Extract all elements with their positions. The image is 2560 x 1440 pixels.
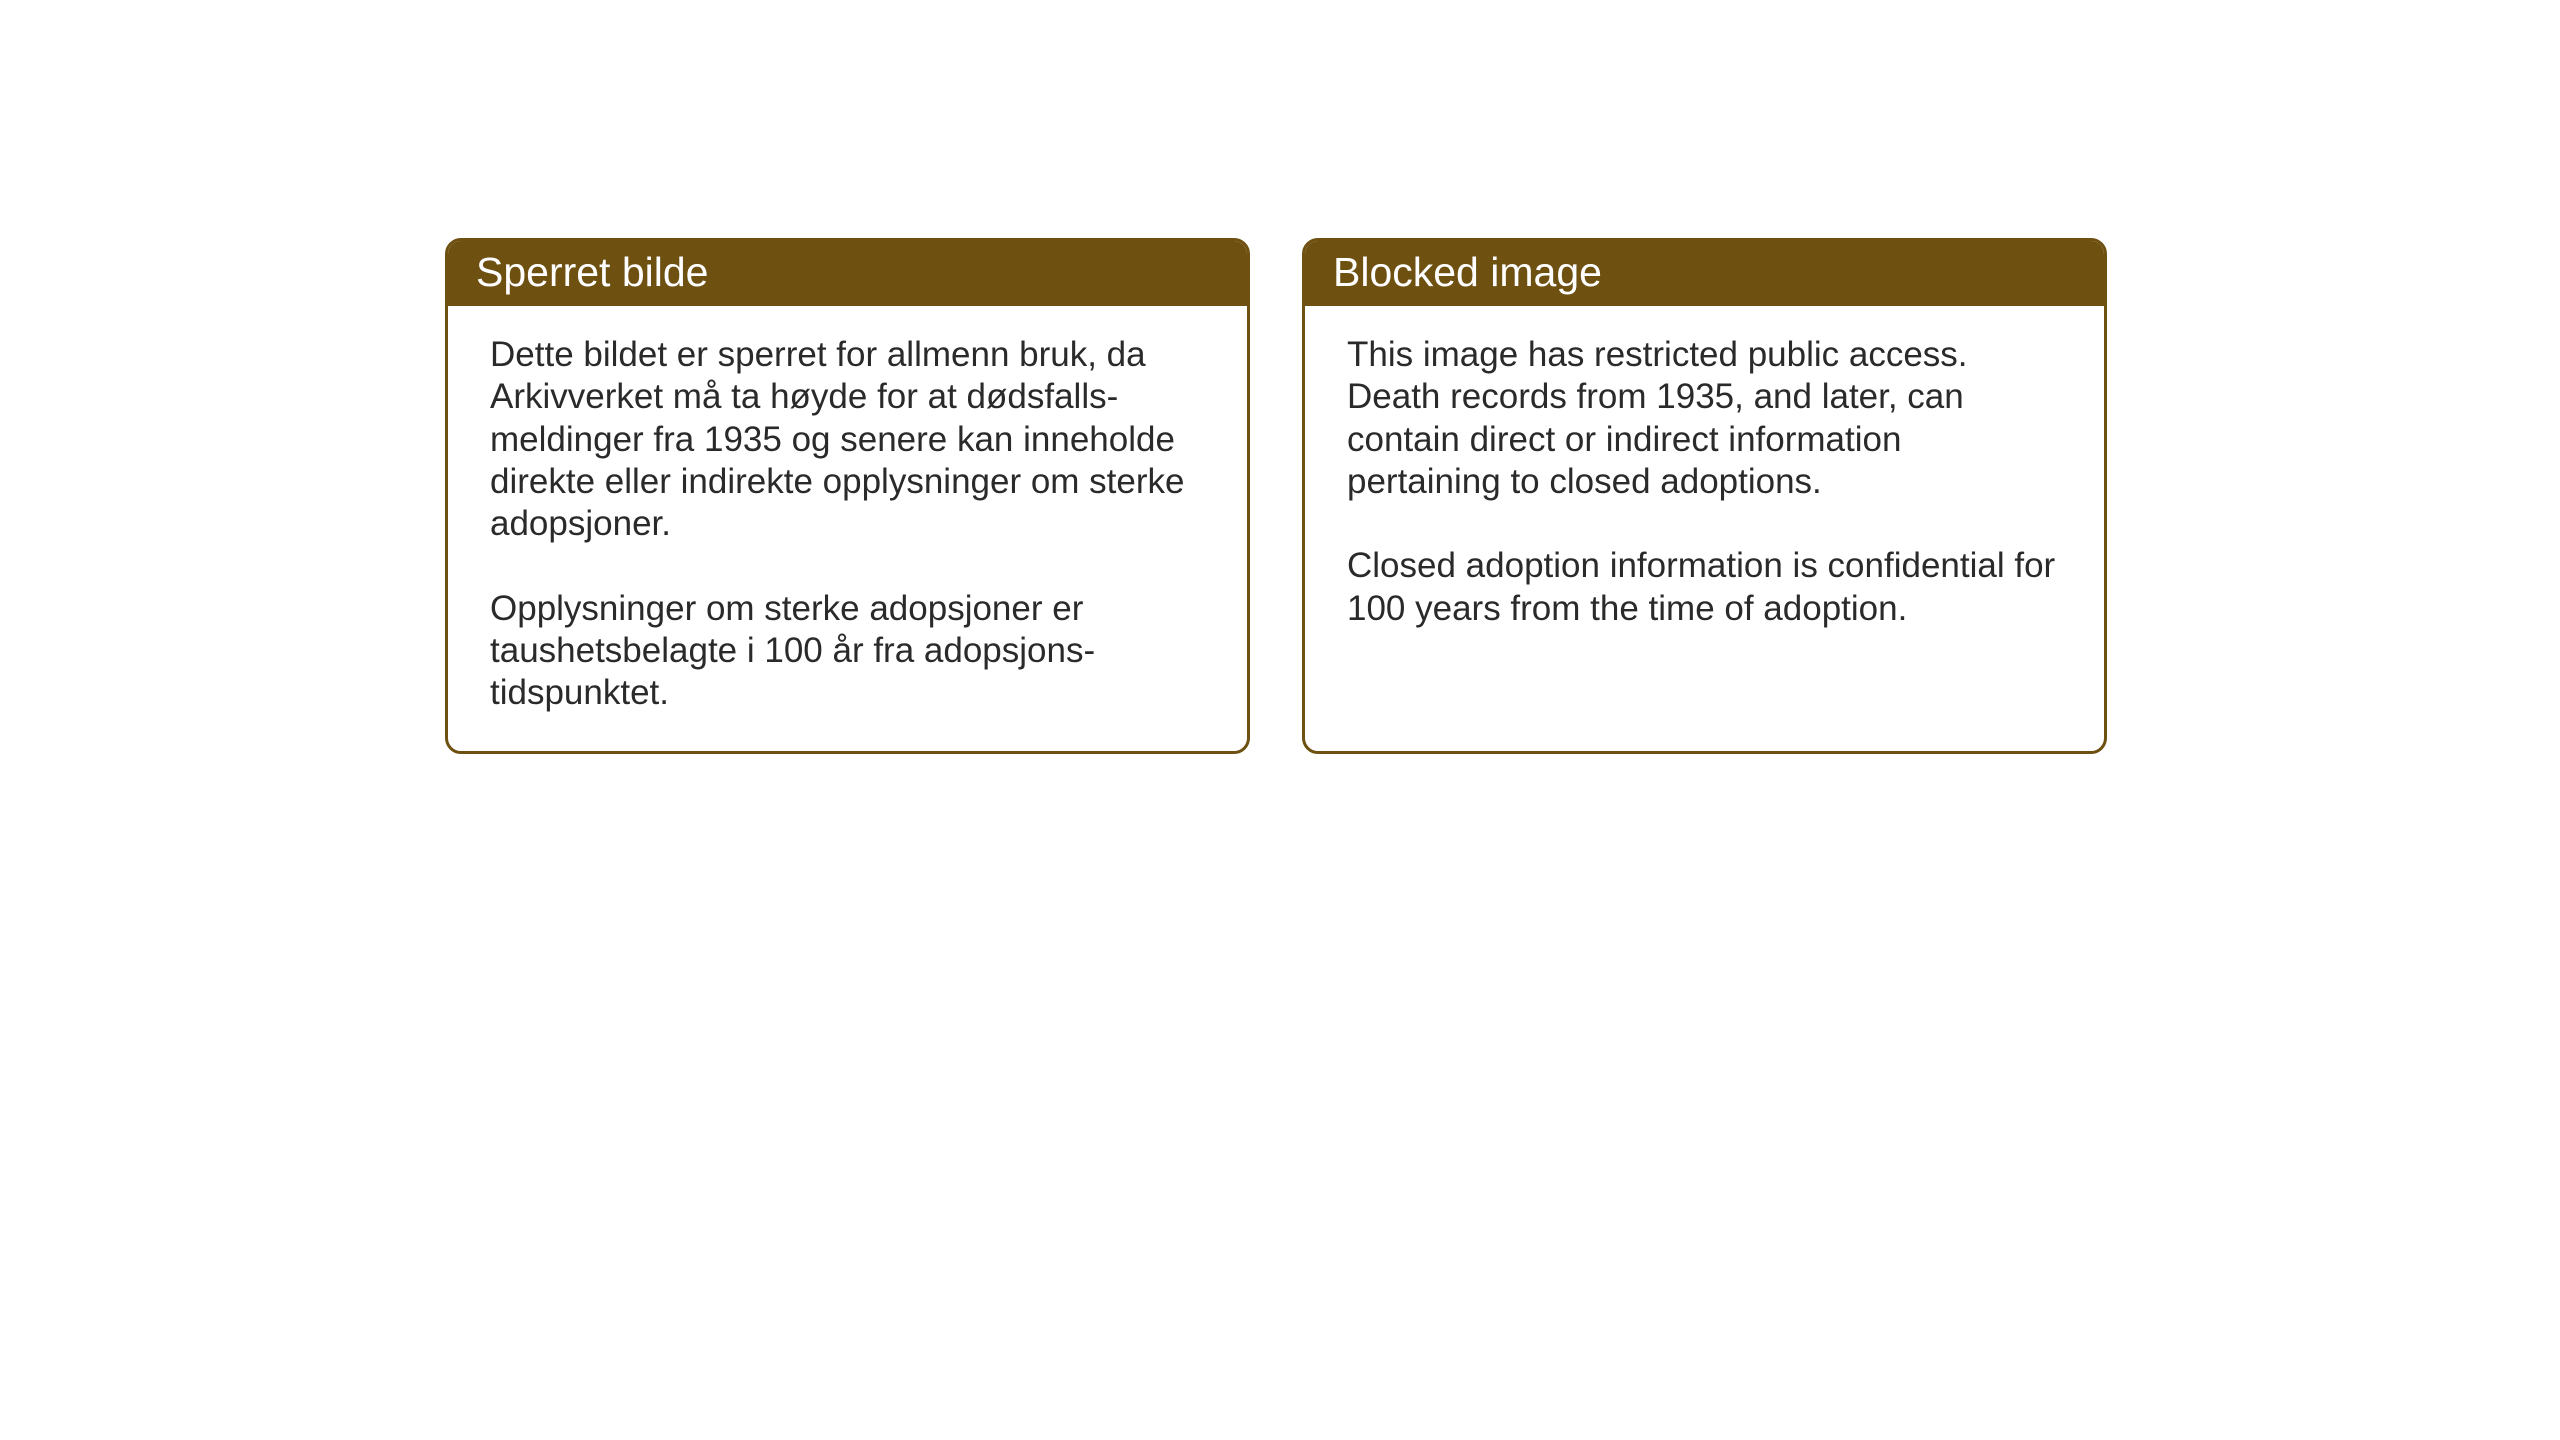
card-paragraph-2-norwegian: Opplysninger om sterke adopsjoner er tau… (490, 588, 1205, 715)
card-header-norwegian: Sperret bilde (448, 241, 1247, 306)
notice-card-english: Blocked image This image has restricted … (1302, 238, 2107, 754)
notice-card-norwegian: Sperret bilde Dette bildet er sperret fo… (445, 238, 1250, 754)
card-body-english: This image has restricted public access.… (1305, 306, 2104, 726)
card-header-english: Blocked image (1305, 241, 2104, 306)
card-paragraph-1-english: This image has restricted public access.… (1347, 334, 2062, 503)
notice-cards-container: Sperret bilde Dette bildet er sperret fo… (445, 238, 2107, 754)
card-title-norwegian: Sperret bilde (476, 249, 708, 295)
card-paragraph-1-norwegian: Dette bildet er sperret for allmenn bruk… (490, 334, 1205, 546)
card-body-norwegian: Dette bildet er sperret for allmenn bruk… (448, 306, 1247, 751)
card-paragraph-2-english: Closed adoption information is confident… (1347, 545, 2062, 630)
card-title-english: Blocked image (1333, 249, 1602, 295)
